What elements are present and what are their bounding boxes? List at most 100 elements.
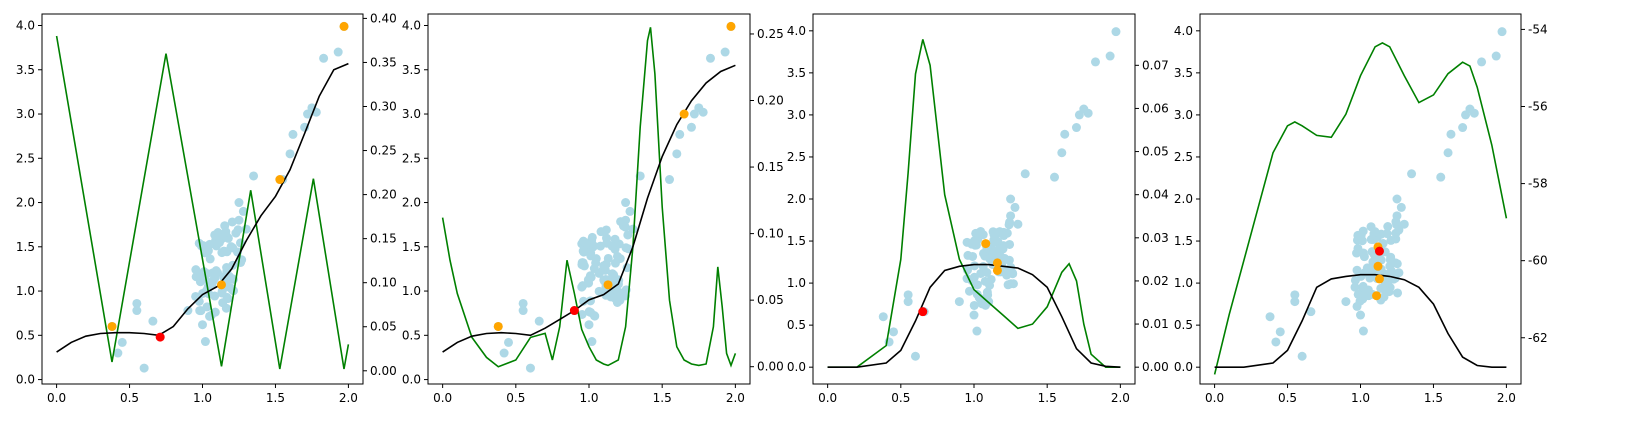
right-y-tick-label: 0.00 — [757, 360, 784, 374]
x-tick-label: 1.5 — [266, 391, 285, 405]
x-tick-label: 0.0 — [433, 391, 452, 405]
x-tick-label: 1.5 — [653, 391, 672, 405]
y-tick-label: 1.0 — [1174, 276, 1193, 290]
data-point — [1356, 310, 1365, 320]
y-tick-label: 1.0 — [402, 284, 421, 298]
data-point — [1396, 202, 1406, 212]
data-point — [1057, 148, 1067, 158]
data-point — [609, 270, 619, 280]
data-point — [1392, 259, 1402, 269]
data-point — [132, 306, 142, 316]
x-tick-label: 2.0 — [339, 391, 358, 405]
data-point — [595, 241, 605, 251]
y-tick-label: 3.0 — [1174, 108, 1193, 122]
selected-point — [569, 306, 579, 316]
data-point — [200, 337, 210, 347]
data-point — [1458, 123, 1468, 133]
highlight-point — [1374, 274, 1384, 284]
data-point — [972, 280, 982, 290]
data-point — [1297, 351, 1307, 361]
data-point — [596, 227, 606, 237]
data-point — [616, 217, 626, 227]
data-point — [197, 241, 207, 251]
right-y-tick-label: 0.03 — [1142, 231, 1169, 245]
data-point — [534, 316, 544, 326]
data-point — [1341, 297, 1351, 307]
chart-panel-1: 0.0 0.5 1.0 1.5 2.0 0.0 0.5 1.0 1.5 2.0 2.5 3.0 3.5 4… — [16, 11, 397, 405]
data-point — [586, 251, 596, 261]
right-y-tick-label: 0.25 — [757, 27, 784, 41]
right-y-tick-label: 0.20 — [757, 94, 784, 108]
mean-curve — [442, 64, 736, 353]
y-tick-label: 3.0 — [16, 107, 35, 121]
y-tick-label: 4.0 — [1174, 24, 1193, 38]
y-tick-label: 3.0 — [787, 108, 806, 122]
data-point — [1111, 27, 1121, 37]
data-point — [1491, 51, 1501, 61]
highlight-point — [726, 21, 736, 31]
data-point — [1358, 326, 1368, 336]
data-point — [1083, 108, 1093, 118]
highlight-point — [107, 321, 117, 331]
data-point — [1477, 57, 1487, 67]
data-point — [1271, 337, 1281, 347]
highlight-point — [275, 175, 285, 185]
data-point — [1353, 243, 1363, 253]
data-point — [1306, 307, 1316, 317]
data-point — [227, 217, 237, 227]
right-y-tick-label: 0.15 — [370, 232, 397, 246]
right-y-tick-label: 0.05 — [757, 293, 784, 307]
mean-curve — [1214, 273, 1507, 368]
data-point — [1006, 194, 1016, 204]
right-y-tick-label: 0.00 — [370, 364, 397, 378]
data-point — [584, 320, 594, 330]
data-point — [910, 351, 920, 361]
data-point — [889, 327, 898, 337]
data-point — [1353, 289, 1363, 299]
y-tick-label: 2.5 — [402, 151, 421, 165]
highlight-point — [216, 280, 226, 290]
y-tick-label: 0.0 — [787, 360, 806, 374]
y-tick-label: 4.0 — [402, 19, 421, 33]
x-tick-label: 1.5 — [1424, 391, 1443, 405]
highlight-point — [679, 109, 689, 119]
data-point — [601, 290, 611, 300]
right-y-tick-label: -62 — [1528, 331, 1548, 345]
data-point — [969, 310, 979, 320]
data-point — [191, 291, 201, 301]
y-tick-label: 1.5 — [16, 240, 35, 254]
x-tick-label: 1.5 — [1038, 391, 1057, 405]
data-point — [587, 232, 597, 242]
plot-area — [827, 27, 1121, 368]
selected-point — [918, 307, 928, 317]
data-point — [117, 337, 127, 347]
data-point — [969, 261, 979, 271]
data-point — [989, 229, 999, 239]
data-point — [504, 337, 513, 347]
data-point — [1290, 297, 1300, 307]
highlight-point — [992, 258, 1002, 268]
y-tick-label: 0.5 — [402, 328, 421, 342]
data-point — [954, 297, 964, 307]
data-point — [1352, 301, 1362, 311]
highlight-point — [339, 21, 349, 31]
data-point — [1359, 252, 1369, 262]
y-tick-label: 0.0 — [1174, 360, 1193, 374]
y-tick-label: 1.5 — [1174, 234, 1193, 248]
data-point — [1446, 129, 1456, 139]
x-tick-label: 2.0 — [726, 391, 745, 405]
data-point — [319, 53, 329, 63]
data-point — [333, 47, 343, 57]
right-y-tick-label: 0.15 — [757, 160, 784, 174]
data-point — [1105, 51, 1115, 61]
data-point — [986, 274, 996, 284]
data-point — [903, 297, 913, 307]
data-point — [672, 149, 682, 159]
data-point — [625, 206, 635, 216]
data-point — [964, 286, 974, 296]
data-point — [578, 296, 588, 306]
plot-area — [1213, 27, 1508, 375]
data-point — [1004, 255, 1014, 265]
y-tick-label: 4.0 — [16, 19, 35, 33]
